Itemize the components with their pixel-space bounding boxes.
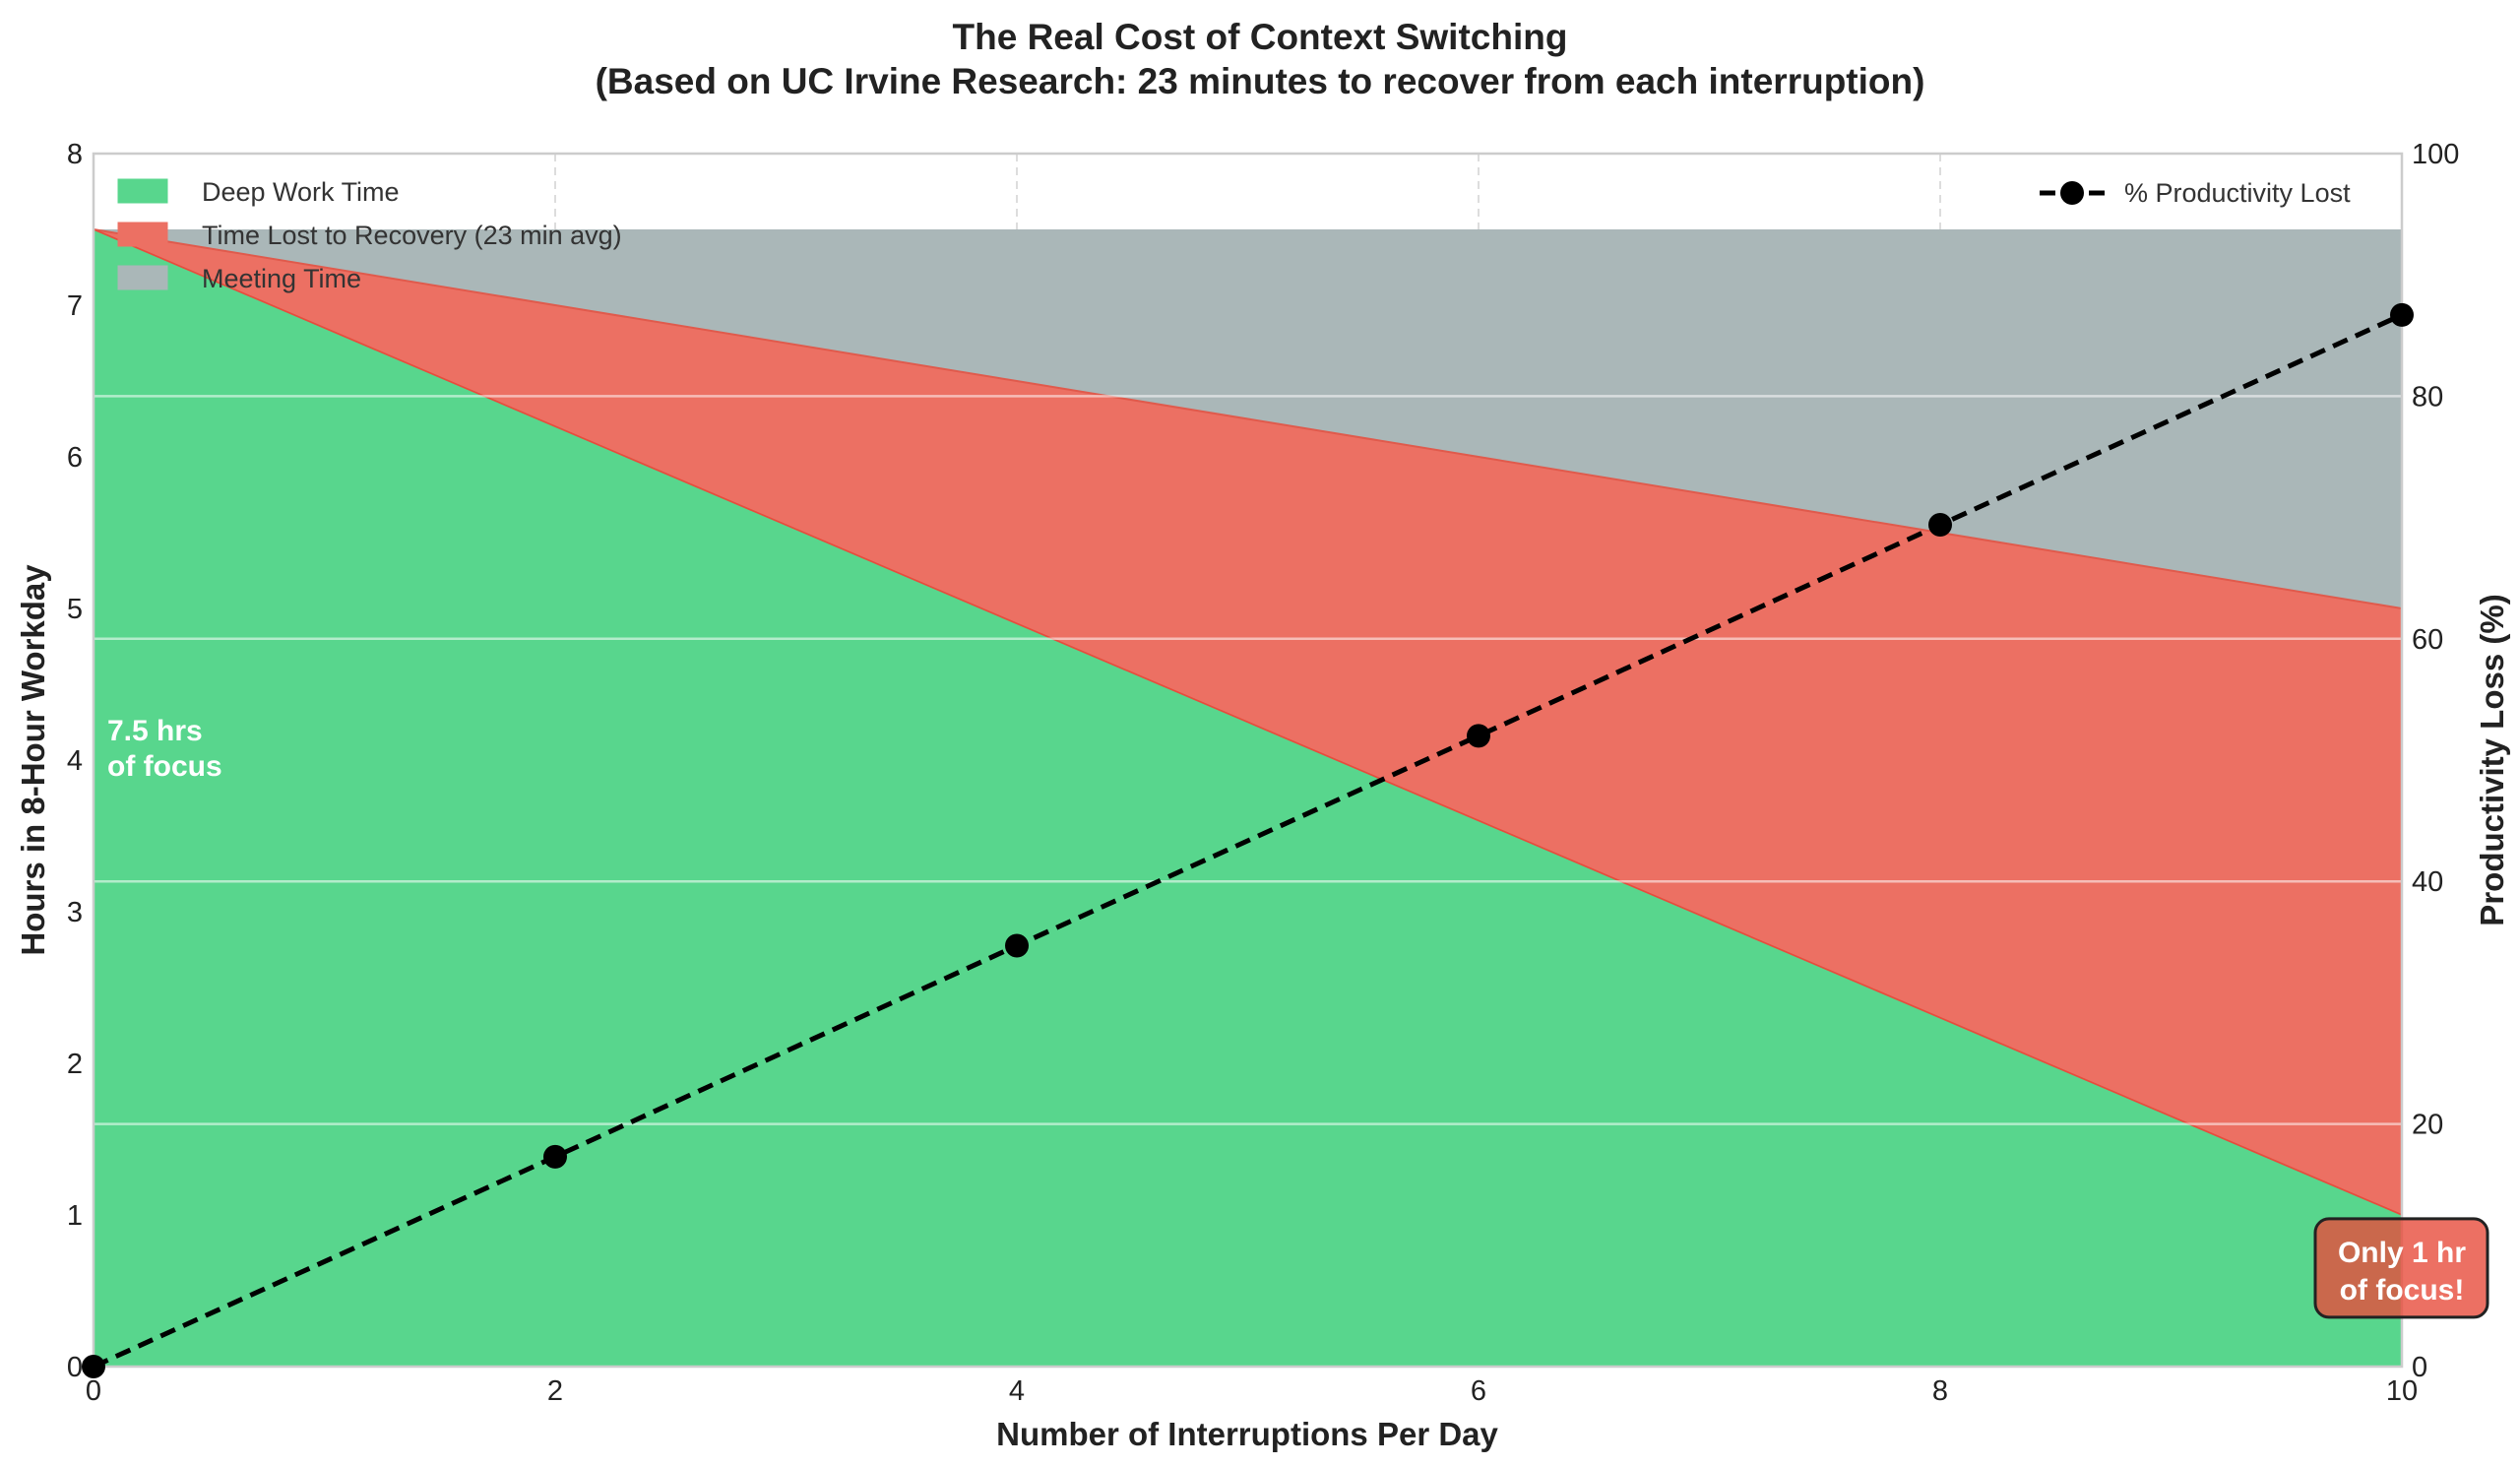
y-tick-label: 7 (67, 290, 83, 322)
y2-tick-label: 60 (2412, 624, 2443, 656)
y2-tick-label: 0 (2412, 1352, 2427, 1383)
y-tick-label: 1 (67, 1200, 83, 1232)
x-tick-label: 2 (547, 1375, 563, 1407)
productivity-loss-point (82, 1355, 105, 1378)
y2-tick-label: 80 (2412, 381, 2443, 413)
x-tick-label: 0 (86, 1375, 101, 1407)
productivity-loss-point (2390, 302, 2414, 327)
grid-front (94, 395, 2402, 1125)
legend-label: Time Lost to Recovery (23 min avg) (202, 221, 622, 250)
productivity-loss-line (92, 312, 2404, 1370)
areas (94, 228, 2402, 1367)
y-axis-label: Hours in 8-Hour Workday (15, 564, 51, 956)
y-tick-label: 0 (67, 1352, 83, 1383)
productivity-line (82, 302, 2414, 1378)
y2-tick-label: 40 (2412, 866, 2443, 898)
productivity-loss-point (1928, 512, 1952, 537)
legend-line-marker (2060, 181, 2084, 205)
x-axis-label: Number of Interruptions Per Day (996, 1416, 1498, 1452)
annotation-text: of focus! (2340, 1274, 2465, 1307)
x-tick-label: 10 (2386, 1375, 2418, 1407)
productivity-loss-point (543, 1144, 567, 1169)
focus-annotation-end-box (2313, 1217, 2489, 1319)
y2-axis-label: Productivity Loss (%) (2474, 594, 2510, 925)
legend-label: % Productivity Lost (2124, 178, 2351, 208)
y2-tick-label: 20 (2412, 1110, 2443, 1141)
y-tick-label: 5 (67, 594, 83, 625)
annotation-text: of focus (107, 750, 222, 783)
chart-subtitle: (Based on UC Irvine Research: 23 minutes… (596, 61, 1925, 101)
y-tick-label: 2 (67, 1049, 83, 1080)
plot-frame (92, 152, 2404, 1369)
legend-label: Deep Work Time (202, 177, 400, 207)
x-tick-label: 6 (1471, 1375, 1486, 1407)
y2-tick-label: 100 (2412, 139, 2459, 170)
annotation-text: 7.5 hrs (107, 715, 203, 747)
y-tick-label: 6 (67, 442, 83, 474)
legend: Deep Work Time Time Lost to Recovery (23 … (117, 177, 2351, 293)
y-tick-label: 8 (67, 139, 83, 170)
legend-label: Meeting Time (202, 264, 361, 293)
y-tick-label: 3 (67, 897, 83, 928)
deep-work-area (94, 228, 2402, 1367)
legend-swatch (117, 222, 168, 247)
legend-swatch (117, 265, 168, 290)
y-tick-label: 4 (67, 745, 83, 777)
chart-title: The Real Cost of Context Switching (953, 17, 1568, 57)
x-tick-label: 4 (1009, 1375, 1025, 1407)
annotation-text: Only 1 hr (2338, 1237, 2466, 1269)
legend-swatch (117, 178, 168, 204)
productivity-loss-point (1005, 933, 1029, 958)
productivity-loss-point (1467, 724, 1490, 748)
x-tick-label: 8 (1932, 1375, 1948, 1407)
